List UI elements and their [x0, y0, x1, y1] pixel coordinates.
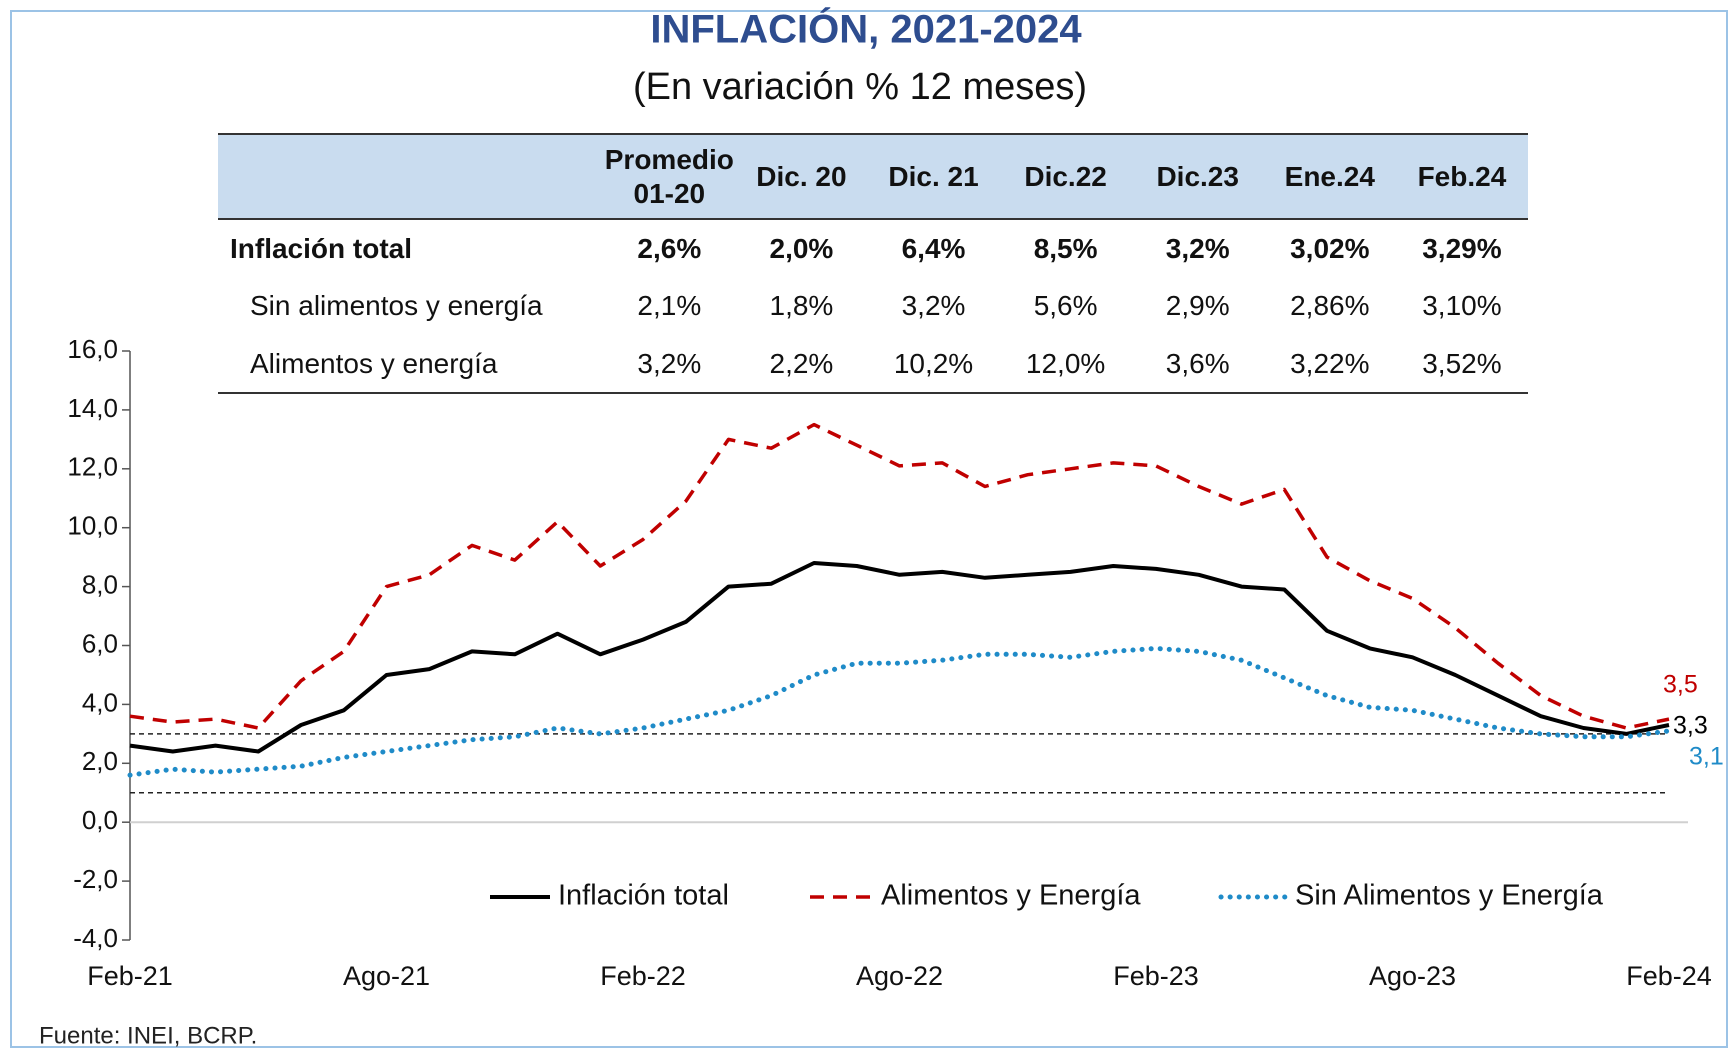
table-cell: 2,1% [637, 290, 702, 321]
table-cell: 3,29% [1422, 232, 1502, 264]
table-header: Promedio 01-20 Dic. 20 Dic. 21 Dic.22 Dic.23… [218, 134, 1528, 219]
frame [10, 10, 1728, 1048]
y-tick-label: 0,0 [82, 805, 118, 835]
y-tick-label: 12,0 [67, 452, 118, 482]
table-row: Alimentos y energía 3,2% 2,2% 10,2% 12,0% 3,6… [218, 335, 1528, 393]
y-tick-label: 16,0 [67, 334, 118, 364]
column-header: Dic.23 [1156, 160, 1239, 192]
chart-subtitle: (En variación % 12 meses) [633, 66, 1087, 108]
table-cell: 2,86% [1290, 290, 1370, 321]
column-header: Dic. 21 [888, 160, 979, 192]
row-label: Alimentos y energía [250, 347, 498, 379]
x-tick-label: Feb-21 [87, 961, 173, 991]
series-line [129, 561, 1670, 754]
x-tick-label: Feb-23 [1113, 961, 1199, 991]
table-cell: 3,6% [1165, 347, 1230, 379]
column-header: Ene.24 [1284, 160, 1375, 192]
y-tick-label: -2,0 [73, 864, 118, 894]
table-cell: 6,4% [901, 232, 966, 264]
column-header: Promedio 01-20 [604, 143, 734, 209]
chart-title: INFLACIÓN, 2021-2024 [650, 6, 1082, 52]
y-tick-label: 10,0 [67, 511, 118, 541]
table-cell: 5,6% [1033, 290, 1098, 321]
summary-table: Promedio 01-20 Dic. 20 Dic. 21 Dic.22 Dic.23… [218, 133, 1528, 394]
table-cell: 3,10% [1422, 290, 1502, 321]
table-cell: 2,0% [769, 232, 834, 264]
x-tick-label: Feb-22 [600, 961, 686, 991]
y-tick-label: -4,0 [73, 923, 118, 953]
table-cell: 3,2% [1165, 232, 1230, 264]
table-cell: 2,6% [637, 232, 702, 264]
table-row: Sin alimentos y energía 2,1% 1,8% 3,2% 5,6% 2… [218, 277, 1528, 335]
table-cell: 10,2% [893, 347, 974, 379]
legend-label: Sin Alimentos y Energía [1295, 880, 1604, 912]
table-cell: 1,8% [769, 290, 834, 321]
source-note: Fuente: INEI, BCRP. [39, 1022, 257, 1049]
header-blank [218, 134, 603, 219]
row-label: Sin alimentos y energía [250, 290, 543, 321]
x-tick-label: Ago-22 [856, 961, 943, 991]
table-cell: 3,2% [901, 290, 966, 321]
table-cell: 8,5% [1033, 232, 1098, 264]
table-cell: 2,9% [1165, 290, 1230, 321]
row-label: Inflación total [230, 232, 412, 264]
table-row: Inflación total 2,6% 2,0% 6,4% 8,5% 3,2% 3,02%… [218, 219, 1528, 277]
y-tick-label: 8,0 [82, 569, 118, 599]
data-label: 3,5 [1663, 671, 1698, 699]
data-label: 3,3 [1673, 712, 1708, 740]
y-tick-label: 14,0 [67, 393, 118, 423]
x-tick-label: Ago-23 [1369, 961, 1456, 991]
column-header: Dic.22 [1024, 160, 1107, 192]
table-cell: 12,0% [1025, 347, 1106, 379]
legend-label: Alimentos y Energía [881, 880, 1141, 912]
table-cell: 3,2% [637, 347, 702, 379]
series-line [129, 422, 1670, 730]
series-line [127, 645, 1672, 778]
data-label: 3,1 [1689, 743, 1724, 771]
column-header: Feb.24 [1417, 160, 1507, 192]
table-cell: 3,22% [1290, 347, 1370, 379]
y-tick-label: 6,0 [82, 628, 118, 658]
table-cell: 2,2% [769, 347, 834, 379]
legend-label: Inflación total [558, 880, 729, 912]
x-tick-label: Ago-21 [343, 961, 430, 991]
column-header: Dic. 20 [756, 160, 847, 192]
table-cell: 3,52% [1422, 347, 1502, 379]
y-tick-label: 2,0 [82, 746, 118, 776]
y-tick-label: 4,0 [82, 687, 118, 717]
x-tick-label: Feb-24 [1626, 961, 1712, 991]
table-cell: 3,02% [1290, 232, 1370, 264]
